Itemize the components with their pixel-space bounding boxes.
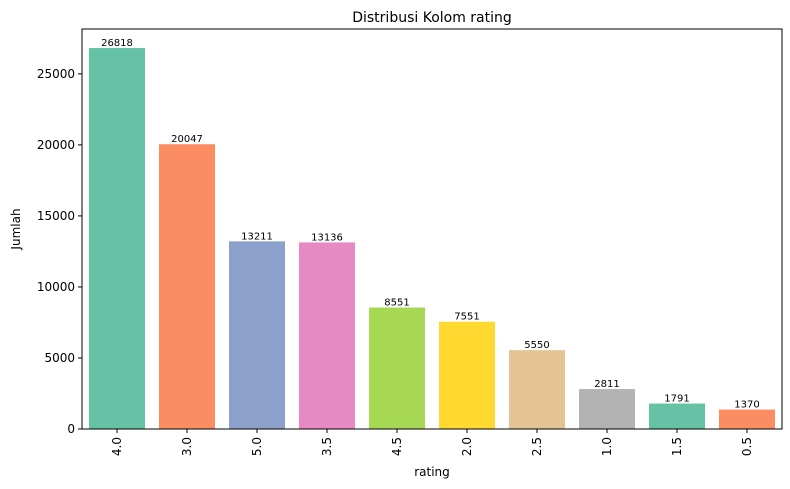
bar-1.0 — [579, 389, 635, 429]
y-tick-label-0: 0 — [67, 422, 75, 436]
data-label-4.5: 8551 — [384, 298, 409, 309]
bar-1.5 — [649, 403, 705, 429]
y-tick-label-15000: 15000 — [37, 209, 75, 223]
data-label-0.5: 1370 — [734, 400, 759, 411]
x-tick-label-5.0: 5.0 — [250, 437, 264, 456]
data-label-2.0: 7551 — [454, 312, 479, 323]
data-label-2.5: 5550 — [524, 340, 549, 351]
x-axis: 4.0 3.0 5.0 3.5 4.5 2.0 2.5 1.0 1.5 0.5 — [110, 429, 754, 456]
bars-group: 26818 20047 13211 13136 8551 7551 5550 2811 1791… — [89, 38, 775, 429]
data-label-1.0: 2811 — [594, 379, 619, 390]
y-tick-label-10000: 10000 — [37, 280, 75, 294]
data-label-3.0: 20047 — [171, 134, 203, 145]
data-label-4.0: 26818 — [101, 38, 133, 49]
x-tick-label-1.0: 1.0 — [600, 437, 614, 456]
x-tick-label-3.5: 3.5 — [320, 437, 334, 456]
bar-5.0 — [229, 241, 285, 429]
x-tick-label-2.5: 2.5 — [530, 437, 544, 456]
data-label-5.0: 13211 — [241, 231, 273, 242]
bar-4.5 — [369, 307, 425, 429]
x-tick-label-3.0: 3.0 — [180, 437, 194, 456]
x-tick-label-2.0: 2.0 — [460, 437, 474, 456]
bar-2.5 — [509, 350, 565, 429]
bar-4.0 — [89, 48, 145, 429]
plot-frame — [81, 28, 783, 430]
x-tick-label-4.5: 4.5 — [390, 437, 404, 456]
bar-0.5 — [719, 409, 775, 429]
x-tick-label-0.5: 0.5 — [740, 437, 754, 456]
bar-3.5 — [299, 242, 355, 429]
chart-title: Distribusi Kolom rating — [352, 10, 512, 26]
y-axis: 0 5000 10000 15000 20000 25000 — [37, 67, 82, 436]
y-tick-label-5000: 5000 — [44, 351, 75, 365]
x-tick-label-1.5: 1.5 — [670, 437, 684, 456]
y-axis-label: Jumlah — [9, 208, 23, 250]
data-label-1.5: 1791 — [664, 394, 689, 405]
data-label-3.5: 13136 — [311, 232, 343, 243]
bar-2.0 — [439, 321, 495, 429]
x-tick-label-4.0: 4.0 — [110, 437, 124, 456]
x-axis-label: rating — [414, 465, 450, 479]
y-tick-label-25000: 25000 — [37, 67, 75, 81]
bar-3.0 — [159, 144, 215, 429]
y-tick-label-20000: 20000 — [37, 138, 75, 152]
